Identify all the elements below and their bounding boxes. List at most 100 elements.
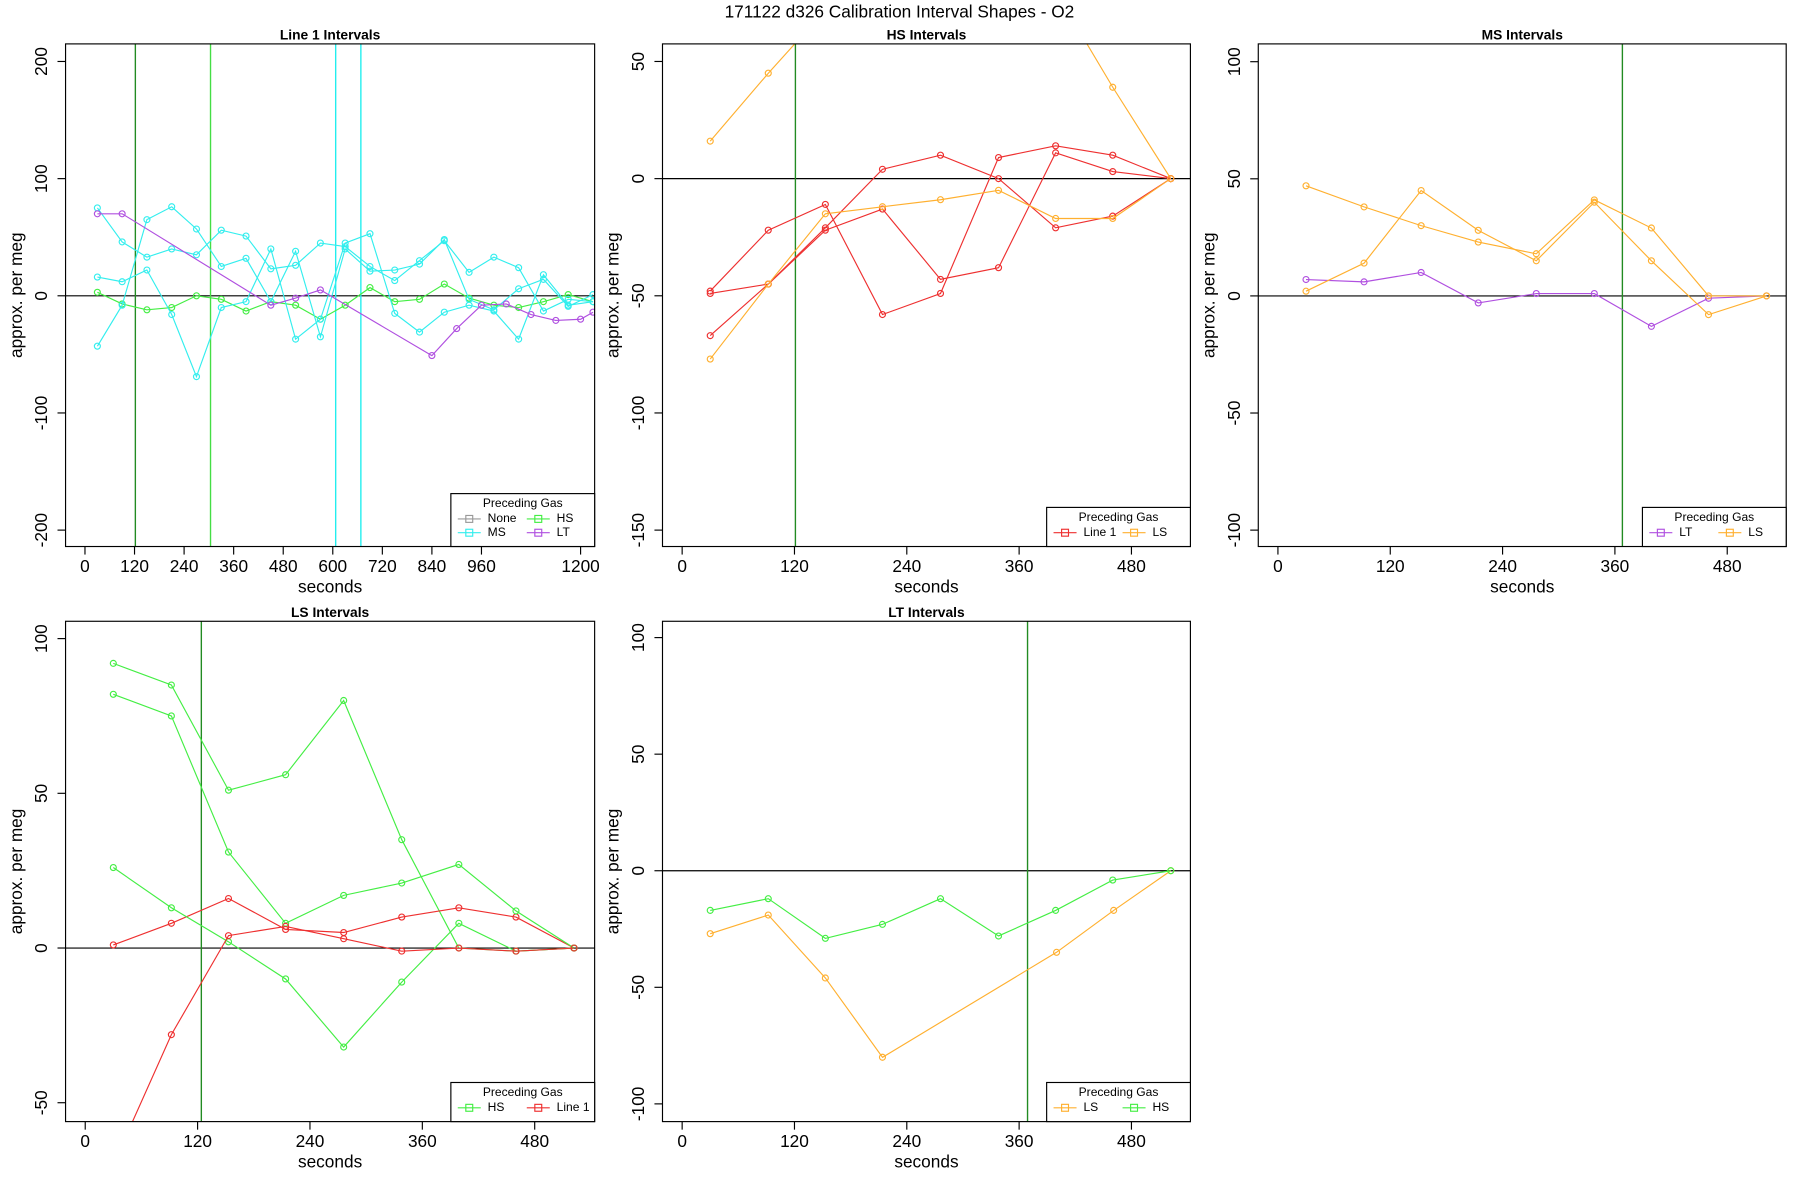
- legend-title: Preceding Gas: [1079, 1085, 1159, 1099]
- data-point: [1360, 203, 1368, 211]
- data-point: [168, 303, 176, 312]
- data-point: [878, 165, 887, 173]
- data-point: [821, 226, 829, 234]
- data-point: [340, 935, 348, 943]
- legend-title: Preceding Gas: [1674, 510, 1754, 524]
- data-point: [1647, 257, 1655, 265]
- series-line: [112, 867, 575, 1048]
- data-point: [282, 771, 290, 779]
- series-line: [710, 870, 1171, 939]
- data-point: [936, 289, 945, 298]
- series-line: [113, 662, 575, 952]
- data-point: [143, 253, 151, 261]
- x-tick-label: 120: [1376, 556, 1405, 576]
- data-point: [936, 895, 945, 903]
- y-axis-label: approx. per meg: [603, 809, 623, 935]
- data-point: [1532, 257, 1540, 265]
- x-tick-label: 120: [183, 1131, 212, 1151]
- legend-marker: [534, 528, 543, 537]
- data-point: [994, 153, 1003, 162]
- data-point: [242, 298, 250, 306]
- data-point: [267, 301, 275, 309]
- legend-marker: [1656, 528, 1665, 537]
- data-point: [391, 309, 399, 317]
- data-point: [267, 265, 275, 273]
- data-point: [398, 836, 406, 844]
- y-axis-label: approx. per meg: [6, 232, 26, 358]
- data-point: [589, 291, 595, 299]
- x-tick-label: 840: [418, 556, 447, 576]
- panel: Line 1 Intervals 0 120 240 360 480 600 720 840 96…: [6, 27, 600, 596]
- y-tick-label: -50: [31, 1090, 51, 1115]
- data-point: [994, 175, 1003, 183]
- data-point: [1647, 224, 1655, 232]
- data-point: [539, 275, 547, 283]
- data-point: [878, 310, 887, 319]
- data-point: [415, 295, 424, 303]
- data-point: [1474, 299, 1482, 307]
- legend-marker: [1725, 528, 1734, 537]
- data-point: [1167, 867, 1175, 875]
- data-point: [455, 860, 463, 869]
- data-point: [168, 245, 176, 253]
- y-axis-label: approx. per meg: [603, 232, 623, 358]
- data-point: [1532, 290, 1540, 298]
- legend-title: Preceding Gas: [483, 496, 563, 510]
- x-tick-label: 360: [219, 556, 248, 576]
- data-point: [109, 690, 117, 698]
- data-point: [292, 301, 300, 309]
- panel: MS Intervals 0 120 240 360 480 -100 -50 0 50 100 se…: [1199, 27, 1787, 596]
- data-point: [764, 69, 772, 77]
- x-tick-label: 0: [677, 556, 687, 576]
- data-point: [224, 848, 233, 856]
- data-point: [564, 291, 572, 299]
- data-point: [398, 879, 406, 887]
- x-axis-label: seconds: [298, 1152, 362, 1172]
- data-point: [118, 210, 126, 218]
- data-point: [1110, 906, 1118, 914]
- data-point: [589, 308, 595, 316]
- data-point: [1109, 214, 1117, 223]
- legend-label: Line 1: [557, 1100, 590, 1114]
- series-line: [1305, 185, 1767, 297]
- data-point: [415, 328, 424, 336]
- x-tick-label: 120: [780, 556, 809, 576]
- series-line: [97, 232, 594, 379]
- x-tick-label: 480: [1713, 556, 1742, 576]
- legend-marker: [1130, 528, 1139, 537]
- data-point: [316, 286, 324, 294]
- series-line: [709, 154, 1172, 337]
- data-point: [391, 266, 399, 274]
- data-point: [167, 681, 175, 689]
- data-point: [1302, 287, 1310, 295]
- x-tick-label: 0: [677, 1131, 687, 1151]
- data-point: [936, 275, 945, 283]
- data-point: [366, 262, 374, 271]
- data-point: [764, 280, 772, 288]
- data-point: [936, 196, 945, 204]
- y-tick-label: -50: [1224, 401, 1244, 426]
- data-point: [192, 292, 201, 300]
- panel-title: LT Intervals: [888, 605, 965, 620]
- y-tick-label: 0: [31, 291, 51, 301]
- data-point: [1052, 142, 1060, 150]
- y-tick-label: 0: [628, 866, 648, 876]
- y-tick-label: -150: [628, 513, 648, 548]
- data-point: [706, 355, 714, 363]
- legend-label: HS: [488, 1100, 505, 1114]
- x-tick-label: 120: [780, 1131, 809, 1151]
- y-tick-label: -100: [31, 396, 51, 431]
- data-point: [994, 264, 1003, 272]
- data-point: [512, 907, 520, 915]
- legend-label: None: [488, 511, 517, 525]
- plot-area: [662, 43, 1191, 547]
- data-point: [366, 284, 374, 292]
- x-tick-label: 600: [318, 556, 347, 576]
- data-point: [764, 226, 772, 234]
- panel-title: HS Intervals: [887, 27, 967, 42]
- series-line: [97, 283, 594, 320]
- data-point: [398, 978, 406, 986]
- x-tick-label: 240: [1488, 556, 1517, 576]
- data-point: [292, 335, 300, 343]
